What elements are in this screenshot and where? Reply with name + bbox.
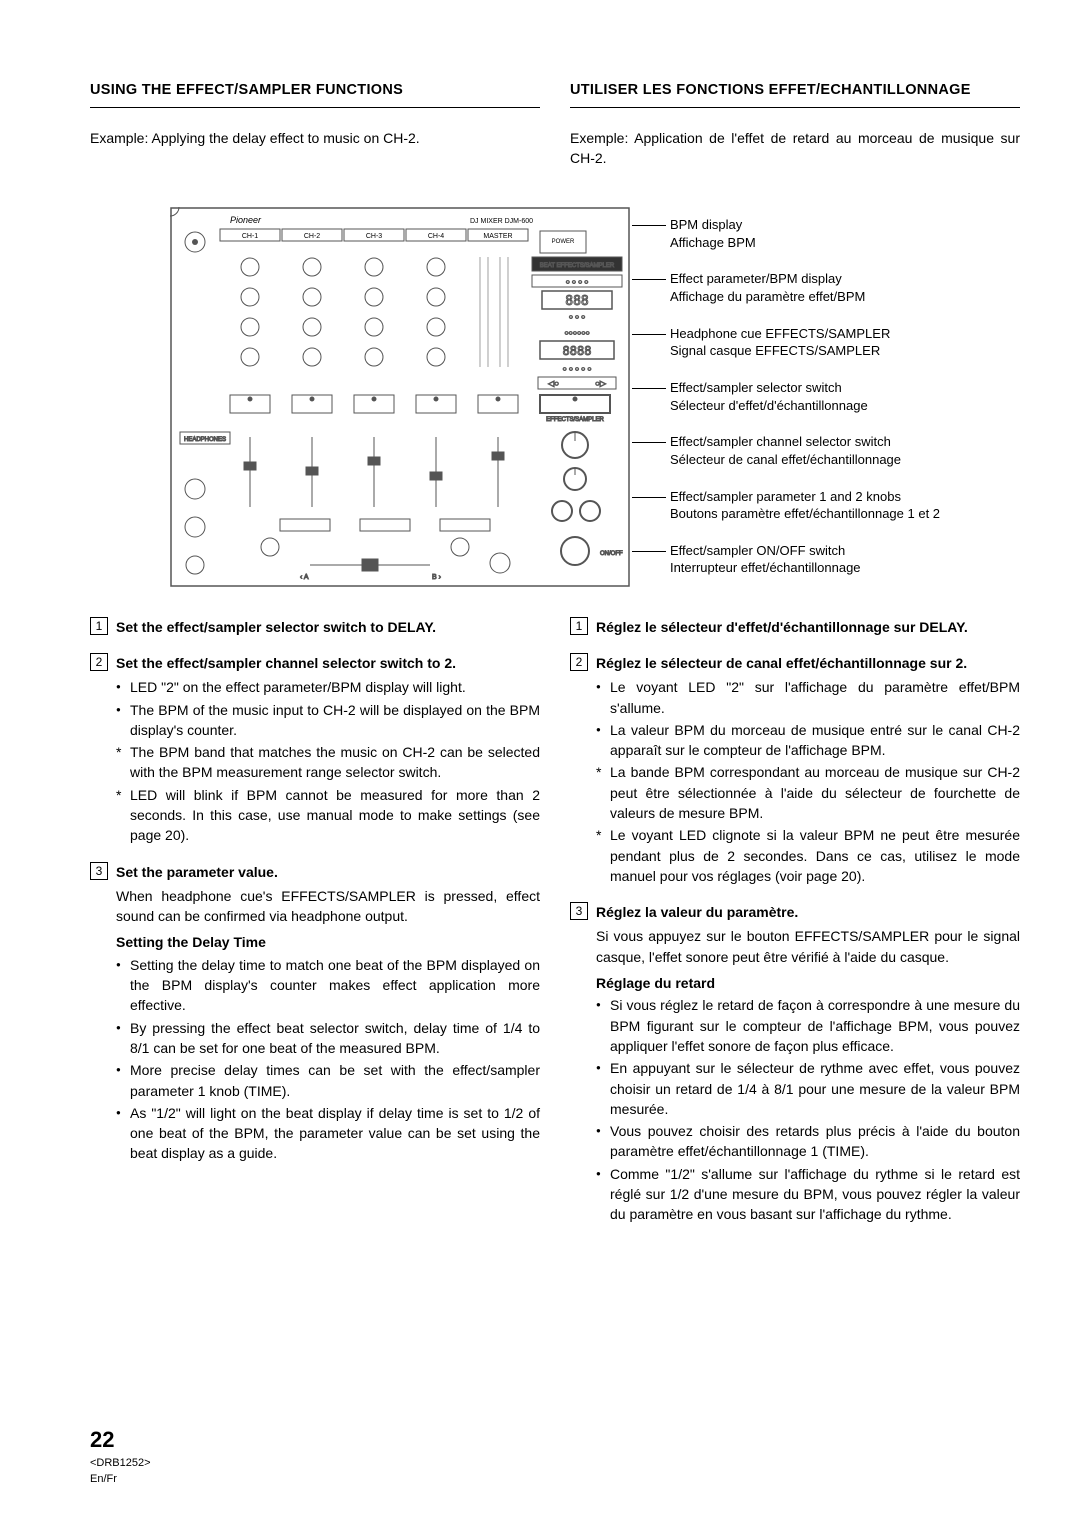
rule-en [90,107,540,108]
fr-step-1: 1Réglez le sélecteur d'effet/d'échantill… [570,617,1020,637]
en-step-3: 3Set the parameter value. When headphone… [90,862,540,1164]
brand-right: DJ MIXER DJM-600 [470,218,533,225]
col-fr: 1Réglez le sélecteur d'effet/d'échantill… [570,617,1020,1241]
intro-en: Example: Applying the delay effect to mu… [90,128,540,148]
fr-step-3: 3Réglez la valeur du paramètre. Si vous … [570,902,1020,1224]
en-step-2: 2Set the effect/sampler channel selector… [90,653,540,846]
svg-text:○ ○ ○ ○ ○: ○ ○ ○ ○ ○ [563,366,592,373]
svg-text:POWER: POWER [552,239,575,245]
svg-text:BEAT EFFECTS/SAMPLER: BEAT EFFECTS/SAMPLER [540,263,615,269]
svg-text:B ›: B › [432,574,442,581]
svg-text:○▷: ○▷ [595,379,607,388]
svg-text:EFFECTS/SAMPLER: EFFECTS/SAMPLER [546,417,604,423]
col-en: 1Set the effect/sampler selector switch … [90,617,540,1241]
svg-text:○○○○○○: ○○○○○○ [564,330,589,337]
callout-param-display: Effect parameter/BPM displayAffichage du… [670,270,940,305]
svg-text:◁○: ◁○ [548,379,559,388]
callout-bpm-display: BPM displayAffichage BPM [670,216,940,251]
page-number: 22 [90,1424,151,1456]
callout-headphone-cue: Headphone cue EFFECTS/SAMPLERSignal casq… [670,325,940,360]
mixer-svg: Pioneer DJ MIXER DJM-600 CH-1 CH-2 CH-3 … [170,207,630,587]
body-columns: 1Set the effect/sampler selector switch … [90,617,1020,1241]
svg-text:CH-1: CH-1 [242,233,258,240]
svg-text:○ ○ ○: ○ ○ ○ [569,314,586,321]
svg-text:8888: 8888 [563,344,592,358]
callout-list: BPM displayAffichage BPM Effect paramete… [630,207,940,587]
intro-fr: Exemple: Application de l'effet de retar… [570,128,1020,169]
svg-text:CH-2: CH-2 [304,233,320,240]
rule-fr [570,107,1020,108]
svg-text:CH-4: CH-4 [428,233,444,240]
svg-text:ON/OFF: ON/OFF [600,551,623,557]
doc-langs: En/Fr [90,1472,151,1488]
callout-param-knobs: Effect/sampler parameter 1 and 2 knobsBo… [670,488,940,523]
svg-text:MASTER: MASTER [483,233,512,240]
en-step-1: 1Set the effect/sampler selector switch … [90,617,540,637]
callout-channel-selector: Effect/sampler channel selector switchSé… [670,433,940,468]
svg-text:‹ A: ‹ A [300,574,309,581]
svg-text:CH-3: CH-3 [366,233,382,240]
page-footer: 22 <DRB1252> En/Fr [90,1424,151,1488]
doc-id: <DRB1252> [90,1456,151,1472]
svg-text:888: 888 [565,294,588,309]
svg-text:○ ○ ○ ○: ○ ○ ○ ○ [566,279,589,286]
fr-step-2: 2Réglez le sélecteur de canal effet/écha… [570,653,1020,886]
callout-onoff-switch: Effect/sampler ON/OFF switchInterrupteur… [670,542,940,577]
brand-left: Pioneer [230,215,262,225]
title-en: USING THE EFFECT/SAMPLER FUNCTIONS [90,80,540,101]
header-row: USING THE EFFECT/SAMPLER FUNCTIONS Examp… [90,80,1020,189]
mixer-diagram: Pioneer DJ MIXER DJM-600 CH-1 CH-2 CH-3 … [90,207,1020,587]
callout-effect-selector: Effect/sampler selector switchSélecteur … [670,379,940,414]
title-fr: UTILISER LES FONCTIONS EFFET/ECHANTILLON… [570,80,1020,101]
svg-text:HEADPHONES: HEADPHONES [184,437,226,443]
